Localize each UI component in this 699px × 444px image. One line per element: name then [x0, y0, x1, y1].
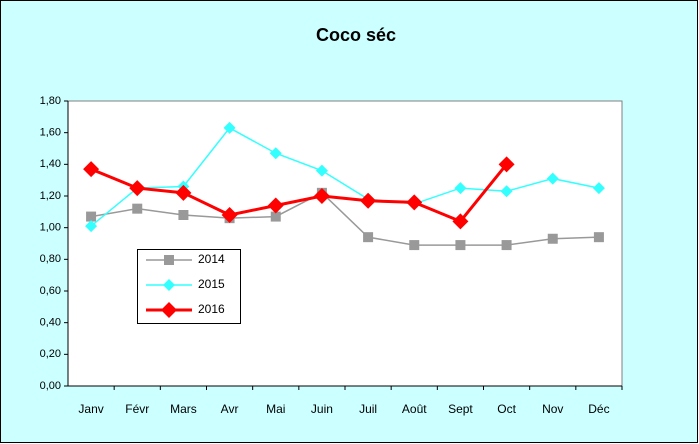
legend-label: 2014 — [198, 252, 225, 266]
y-tick-label: 1,80 — [40, 95, 61, 107]
y-tick-label: 0,00 — [40, 380, 61, 392]
data-point — [129, 180, 146, 197]
legend-label: 2016 — [198, 302, 225, 316]
data-point — [223, 121, 236, 134]
data-point — [501, 240, 512, 251]
legend-marker — [161, 302, 177, 318]
series-line — [90, 163, 508, 224]
data-point — [267, 197, 284, 214]
data-point — [500, 185, 513, 198]
data-point — [546, 172, 559, 185]
data-point — [452, 213, 469, 230]
x-tick-label: Juil — [359, 402, 377, 416]
legend-marker — [164, 255, 174, 265]
data-point — [409, 240, 420, 251]
data-point — [269, 147, 282, 160]
chart-title: Coco séc — [316, 25, 396, 45]
x-tick-label: Nov — [542, 402, 563, 416]
data-point — [360, 192, 377, 209]
series-line — [90, 126, 600, 227]
x-tick-label: Juin — [311, 402, 333, 416]
data-point — [221, 207, 238, 223]
x-tick-label: Oct — [497, 402, 516, 416]
data-point — [498, 156, 515, 173]
legend-marker — [163, 279, 175, 291]
y-tick-label: 1,40 — [40, 158, 61, 170]
x-tick-label: Avr — [221, 402, 239, 416]
data-point — [175, 184, 192, 201]
data-point — [86, 211, 97, 222]
x-tick-label: Janv — [78, 402, 103, 416]
x-tick-label: Mars — [170, 402, 197, 416]
data-point — [178, 210, 189, 220]
x-tick-label: Mai — [266, 402, 285, 416]
x-tick-label: Déc — [588, 402, 609, 416]
data-point — [406, 194, 423, 211]
y-tick-label: 1,60 — [40, 127, 61, 139]
y-tick-label: 1,00 — [40, 222, 61, 234]
data-point — [313, 188, 330, 204]
data-point — [132, 203, 143, 214]
plot-area — [67, 100, 623, 387]
x-tick-label: Févr — [125, 402, 149, 416]
data-point — [454, 182, 467, 195]
data-point — [593, 232, 604, 243]
data-point — [315, 164, 328, 177]
series-line — [90, 191, 599, 246]
data-point — [455, 240, 466, 251]
x-tick-label: Sept — [448, 402, 473, 416]
y-tick-label: 0,80 — [40, 253, 61, 265]
data-point — [83, 161, 100, 178]
y-tick-label: 0,40 — [40, 317, 61, 329]
y-tick-label: 0,20 — [40, 348, 61, 360]
data-point — [547, 233, 558, 244]
data-point — [85, 220, 98, 233]
y-tick-label: 1,20 — [40, 190, 61, 202]
data-point — [592, 182, 605, 195]
legend-label: 2015 — [198, 277, 225, 291]
data-point — [270, 211, 281, 222]
y-tick-label: 0,60 — [40, 285, 61, 297]
data-point — [363, 232, 374, 243]
x-tick-label: Août — [402, 402, 427, 416]
